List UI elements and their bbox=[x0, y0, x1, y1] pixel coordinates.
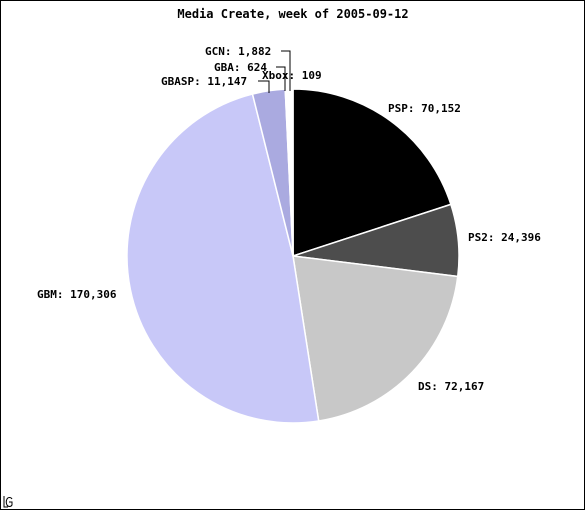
g-logo-icon bbox=[3, 496, 13, 508]
slice-label-ps2: PS2: 24,396 bbox=[468, 231, 541, 244]
slice-label-gba: GBA: 624 bbox=[214, 61, 267, 74]
leader-line-gcn bbox=[281, 50, 291, 91]
slice-label-gbm: GBM: 170,306 bbox=[37, 288, 117, 301]
chart-title: Media Create, week of 2005-09-12 bbox=[177, 7, 408, 21]
pie-slice-psp bbox=[292, 88, 452, 258]
slice-labels: PSP: 70,152 PS2: 24,396 DS: 72,167 GBM: 170… bbox=[37, 45, 541, 393]
pie-slice-gbm bbox=[126, 93, 320, 424]
slice-label-psp: PSP: 70,152 bbox=[388, 102, 461, 115]
slice-label-xbox: Xbox: 109 bbox=[262, 69, 322, 82]
slice-label-gbasp: GBASP: 11,147 bbox=[161, 75, 247, 88]
slice-label-ds: DS: 72,167 bbox=[418, 380, 484, 393]
slice-label-gcn: GCN: 1,882 bbox=[205, 45, 271, 58]
leader-line-gbasp bbox=[258, 80, 270, 93]
label-leaders bbox=[258, 50, 291, 93]
pie-slices bbox=[126, 88, 460, 424]
pie-slice-ds bbox=[292, 255, 459, 422]
leader-line-gba bbox=[276, 66, 286, 91]
